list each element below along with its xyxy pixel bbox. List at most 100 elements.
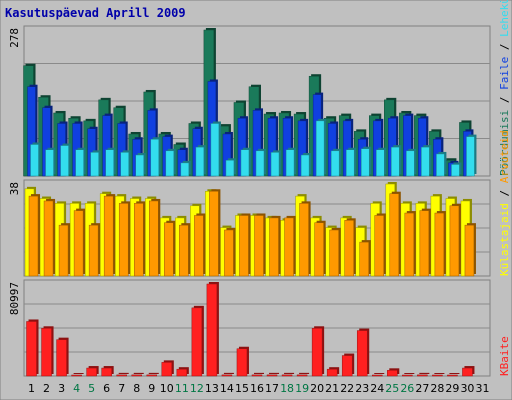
- bar-bottom-0-1: [26, 321, 37, 377]
- bar-top-2-27: [421, 146, 430, 177]
- x-tick-label: 2: [43, 382, 50, 395]
- bar-middle-1-26: [404, 212, 415, 277]
- bar-top-2-28: [436, 153, 445, 177]
- bar-bottom-0-14: [221, 374, 233, 377]
- bar-shadow: [419, 372, 430, 374]
- x-tick-label: 12: [190, 382, 204, 395]
- bar-top-2-26: [406, 150, 415, 177]
- chart-title: Kasutuspäevad Aprill 2009: [5, 6, 186, 20]
- bar-middle-1-25: [389, 193, 400, 277]
- bar-middle-1-22: [344, 220, 354, 277]
- bar-bottom-0-13: [206, 283, 218, 377]
- x-axis-labels: 1 2 3 4 5 6 7 8 9 10 11 12 13 14 15 16 17 18 19 20 21 22 23 24 2…: [28, 382, 489, 395]
- x-tick-label: 5: [88, 382, 95, 395]
- bar-top-2-13: [210, 123, 220, 177]
- bar-shadow: [148, 372, 159, 374]
- bar-top-2-30: [466, 136, 475, 177]
- bar-middle-1-3: [58, 224, 69, 277]
- x-tick-label: 3: [58, 382, 65, 395]
- legend-middle: Külastajaid / Arvuteid: [498, 130, 511, 276]
- bar-top-2-18: [285, 149, 295, 177]
- bar-middle-1-28: [434, 212, 445, 277]
- bar-middle-1-17: [269, 217, 279, 277]
- bar-bottom-0-20: [311, 328, 323, 377]
- bar-bottom-0-3: [56, 339, 67, 377]
- bar-bottom-0-8: [131, 374, 142, 377]
- legend-top: Pöördumisi / Faile / Lehekülgi: [498, 0, 511, 176]
- x-tick-label: 30: [460, 382, 474, 395]
- bar-shadow: [254, 372, 264, 374]
- bar-middle-1-13: [209, 191, 219, 277]
- bar-bottom-0-19: [296, 374, 308, 377]
- bar-middle-1-8: [133, 203, 144, 277]
- bar-shadow: [374, 373, 385, 374]
- bar-shadow: [133, 372, 144, 374]
- bar-middle-1-11: [179, 224, 189, 277]
- bar-bottom-0-26: [402, 374, 413, 377]
- bar-bottom-0-24: [372, 374, 383, 377]
- x-tick-label: 11: [175, 382, 189, 395]
- y-max-label: 80997: [8, 282, 21, 315]
- x-tick-label: 21: [325, 382, 339, 395]
- bar-middle-1-12: [194, 215, 204, 277]
- x-tick-label: 14: [220, 382, 234, 395]
- x-tick-label: 16: [250, 382, 264, 395]
- x-tick-label: 6: [103, 382, 110, 395]
- bar-top-2-25: [391, 146, 400, 177]
- legend-entry: Külastajaid: [498, 203, 511, 276]
- chart-panels: 278 Pöördumisi / Faile / Lehekülgi 38 Külas…: [8, 0, 511, 377]
- bar-middle-1-21: [329, 229, 339, 277]
- bar-bottom-0-25: [387, 370, 398, 377]
- x-tick-label: 28: [430, 382, 444, 395]
- bar-bottom-0-28: [432, 374, 443, 377]
- bar-bottom-0-9: [146, 374, 158, 377]
- x-tick-label: 25: [385, 382, 399, 395]
- bar-shadow: [73, 373, 84, 374]
- bar-middle-1-1: [28, 195, 39, 277]
- bar-bottom-0-15: [236, 348, 248, 377]
- bar-bottom-0-18: [281, 374, 293, 377]
- bar-middle-1-10: [164, 222, 174, 277]
- legend-entry: Arvuteid: [498, 130, 511, 183]
- legend-entry: Pöördumisi: [498, 110, 511, 176]
- x-tick-label: 1: [28, 382, 35, 395]
- bar-bottom-0-12: [191, 307, 203, 377]
- x-tick-label: 4: [73, 382, 80, 395]
- bar-bottom-0-30: [462, 367, 473, 377]
- bar-top-2-2: [45, 149, 54, 177]
- bar-bottom-0-2: [41, 328, 52, 377]
- bar-shadow: [449, 373, 460, 374]
- bar-middle-1-7: [118, 203, 129, 277]
- x-tick-label: 7: [118, 382, 125, 395]
- bar-middle-1-6: [103, 195, 114, 277]
- x-tick-label: 31: [475, 382, 489, 395]
- x-tick-label: 26: [400, 382, 414, 395]
- bar-middle-1-24: [374, 215, 385, 277]
- x-tick-label: 24: [370, 382, 384, 395]
- bar-top-2-1: [30, 144, 39, 177]
- legend-entry: KBaite: [498, 336, 511, 376]
- bar-shadow: [299, 372, 310, 374]
- x-tick-label: 10: [160, 382, 174, 395]
- x-tick-label: 18: [280, 382, 294, 395]
- x-tick-label: 19: [295, 382, 309, 395]
- bar-top-2-16: [255, 150, 265, 177]
- legend-separator: /: [498, 90, 511, 110]
- bar-middle-1-14: [224, 229, 234, 277]
- bar-bottom-0-4: [71, 374, 82, 377]
- bar-middle-1-20: [314, 222, 324, 277]
- panel-middle: 38 Külastajaid / Arvuteid: [8, 130, 511, 277]
- panel-top: 278 Pöördumisi / Faile / Lehekülgi: [8, 0, 511, 177]
- bar-top-2-17: [270, 152, 280, 177]
- bar-shadow: [284, 372, 295, 374]
- bar-top-2-15: [240, 149, 250, 177]
- bar-bottom-0-11: [176, 368, 188, 377]
- x-tick-label: 13: [205, 382, 219, 395]
- bar-middle-1-23: [359, 241, 369, 277]
- bar-top-2-7: [120, 152, 129, 177]
- bar-top-2-9: [150, 138, 160, 177]
- bar-top-2-20: [315, 120, 325, 177]
- bar-bottom-0-7: [116, 374, 127, 377]
